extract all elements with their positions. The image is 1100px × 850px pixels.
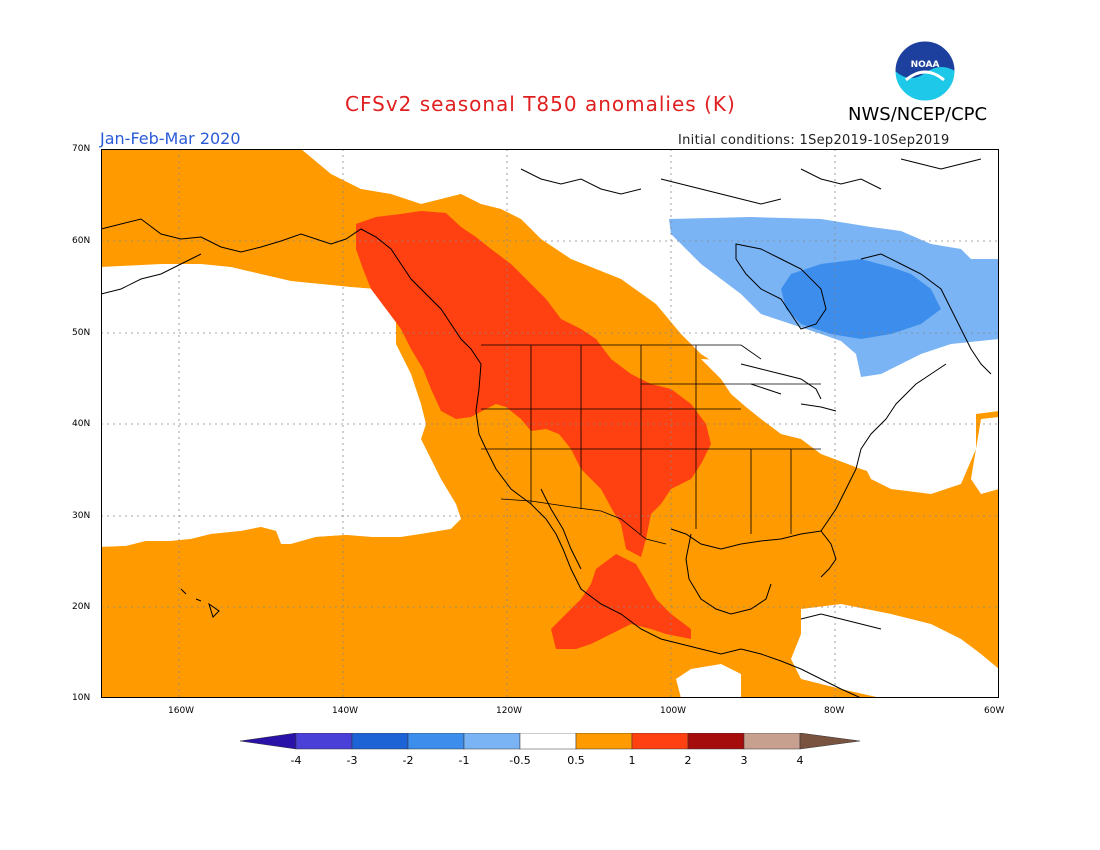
colorbar-label--1: -1: [459, 754, 470, 767]
colorbar-segment-lt-4: [240, 733, 297, 750]
coastlines: [101, 158, 992, 698]
period-label: Jan-Feb-Mar 2020: [100, 129, 241, 148]
logo-text: NOAA: [911, 60, 940, 70]
noaa-logo: NOAA: [894, 40, 956, 102]
chart-title: CFSv2 seasonal T850 anomalies (K): [345, 92, 736, 116]
lat-label-10: 10N: [72, 693, 91, 703]
lat-label-30: 30N: [72, 511, 91, 521]
colorbar-label-2: 2: [685, 754, 692, 767]
colorbar-segment-3-4: [743, 733, 801, 750]
warm-anomaly-strong-north: [356, 211, 711, 557]
pacific-neutral-area: [101, 264, 461, 547]
colorbar-segment--4--3: [295, 733, 353, 750]
colorbar-segment--3--2: [351, 733, 409, 750]
colorbar-label--05: -0.5: [509, 754, 530, 767]
lat-label-50: 50N: [72, 328, 91, 338]
atlantic-neutral-area: [971, 417, 999, 494]
pacific-warm-band: [101, 519, 676, 698]
colorbar-label-4: 4: [797, 754, 804, 767]
lat-label-20: 20N: [72, 602, 91, 612]
warm-anomaly-strong-mexico: [551, 554, 691, 649]
lon-label-60w: 60W: [984, 706, 1005, 716]
colorbar-segment-05-1: [575, 733, 633, 750]
lon-label-100w: 100W: [660, 706, 687, 716]
lon-label-160w: 160W: [168, 706, 195, 716]
initial-conditions-label: Initial conditions: 1Sep2019-10Sep2019: [678, 133, 950, 148]
colorbar-label-05: 0.5: [567, 754, 585, 767]
colorbar: -4 -3 -2 -1 -0.5 0.5 1 2 3 4: [240, 733, 860, 767]
lat-label-40: 40N: [72, 419, 91, 429]
colorbar-segment--1--05: [463, 733, 521, 750]
colorbar-segment--2--1: [407, 733, 465, 750]
colorbar-segment-1-2: [631, 733, 689, 750]
colorbar-label--2: -2: [403, 754, 414, 767]
lon-label-120w: 120W: [496, 706, 523, 716]
cold-anomaly-canada-inner: [781, 259, 941, 339]
colorbar-label--4: -4: [291, 754, 302, 767]
colorbar-segment-2-3: [687, 733, 745, 750]
anomaly-map: [101, 149, 999, 698]
colorbar-label-1: 1: [629, 754, 636, 767]
colorbar-segment--05-05: [519, 733, 577, 750]
lat-label-60: 60N: [72, 236, 91, 246]
agency-label: NWS/NCEP/CPC: [848, 104, 988, 125]
caribbean-neutral-area: [791, 604, 999, 698]
colorbar-segment-gt-4: [799, 733, 860, 750]
lon-label-80w: 80W: [824, 706, 845, 716]
colorbar-label-3: 3: [741, 754, 748, 767]
lat-label-70: 70N: [72, 144, 91, 154]
political-borders: [481, 344, 821, 545]
lon-label-140w: 140W: [332, 706, 359, 716]
arctic-neutral-area: [336, 149, 999, 259]
eastern-pacific-neutral-area: [676, 664, 741, 698]
colorbar-label--3: -3: [347, 754, 358, 767]
